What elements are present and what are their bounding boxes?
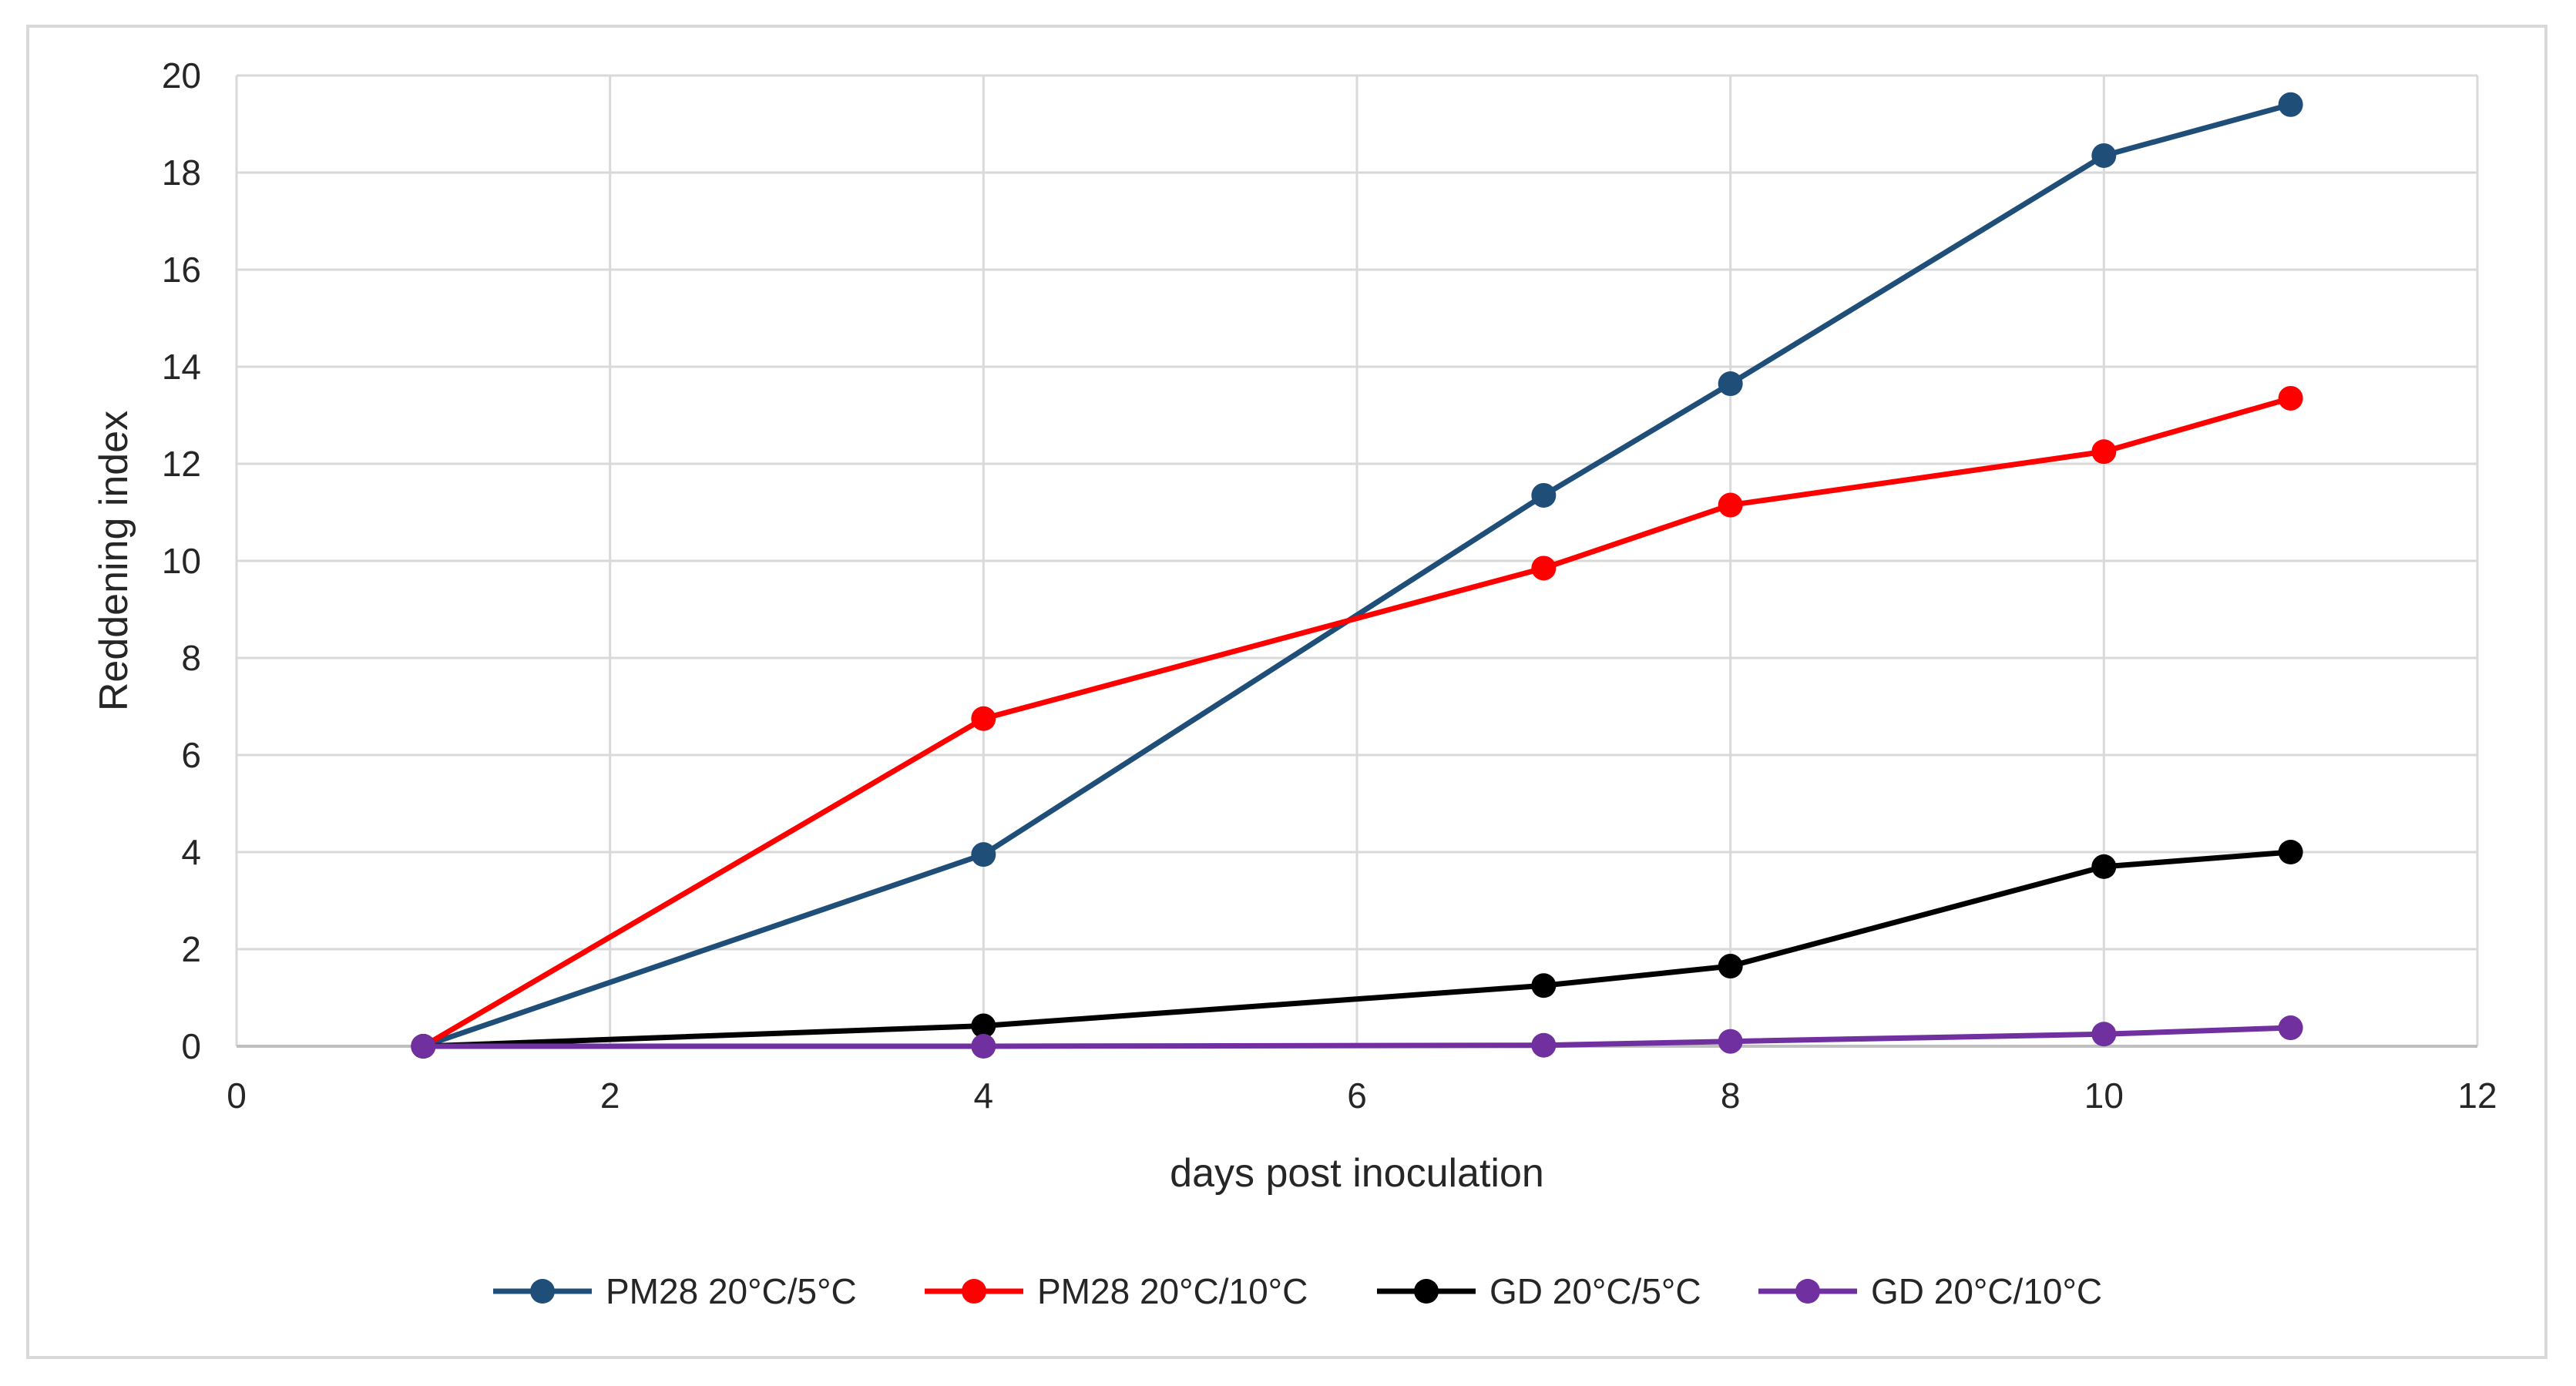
y-tick-label: 12	[162, 444, 201, 484]
x-tick-label: 10	[2084, 1076, 2124, 1116]
legend-label: GD 20°C/5°C	[1490, 1271, 1701, 1311]
legend-label: GD 20°C/10°C	[1871, 1271, 2102, 1311]
y-axis-title: Reddening index	[92, 411, 136, 711]
legend-swatch-marker	[1414, 1279, 1439, 1304]
y-tick-label: 0	[181, 1026, 201, 1066]
data-point	[1531, 555, 1557, 581]
y-tick-label: 6	[181, 735, 201, 775]
tick-labels: 0 2 4 6 8 10 12 14 16 18 20 0 2 4 6 8 10 12	[162, 55, 2497, 1116]
series-group	[411, 92, 2303, 1059]
legend-swatch-marker	[1795, 1279, 1820, 1304]
data-point	[971, 842, 996, 868]
x-tick-label: 8	[1721, 1076, 1741, 1116]
x-axis-title: days post inoculation	[1170, 1151, 1544, 1196]
y-tick-label: 18	[162, 153, 201, 193]
legend-item: PM28 20°C/5°C	[493, 1271, 857, 1311]
data-point	[2091, 854, 2117, 879]
series-line	[420, 1025, 2294, 1049]
series-line	[420, 849, 2294, 1049]
legend-item: PM28 20°C/10°C	[925, 1271, 1308, 1311]
legend-swatch-marker	[962, 1279, 986, 1304]
y-tick-label: 4	[181, 832, 201, 872]
x-tick-label: 12	[2457, 1076, 2497, 1116]
legend-label: PM28 20°C/10°C	[1037, 1271, 1308, 1311]
gridlines	[235, 74, 2479, 1046]
y-tick-label: 8	[181, 638, 201, 678]
data-point	[2278, 840, 2303, 864]
x-tick-label: 4	[974, 1076, 994, 1116]
data-point	[1531, 1032, 1557, 1058]
data-point	[2278, 385, 2303, 411]
data-point	[1531, 973, 1557, 998]
data-point	[2091, 439, 2117, 465]
y-tick-label: 16	[162, 250, 201, 290]
legend-label: PM28 20°C/5°C	[606, 1271, 857, 1311]
data-point	[971, 1034, 996, 1059]
data-point	[1718, 954, 1743, 979]
legend-item: GD 20°C/5°C	[1377, 1271, 1701, 1311]
data-point	[2091, 143, 2117, 168]
y-tick-label: 10	[162, 541, 201, 581]
data-point	[971, 1013, 996, 1039]
series-4	[411, 1015, 2303, 1059]
legend-item: GD 20°C/10°C	[1758, 1271, 2102, 1311]
y-tick-label: 14	[162, 347, 201, 387]
x-tick-label: 0	[227, 1076, 247, 1116]
x-tick-label: 6	[1347, 1076, 1367, 1116]
legend-swatch-marker	[530, 1279, 555, 1304]
chart-frame	[26, 25, 2547, 1359]
series-line	[420, 102, 2294, 1049]
data-point	[2278, 1015, 2303, 1041]
legend: PM28 20°C/5°C PM28 20°C/10°C GD 20°C/5°C GD…	[493, 1271, 2102, 1311]
data-point	[1718, 1029, 1743, 1054]
data-point	[1531, 482, 1557, 508]
data-point	[971, 706, 996, 731]
data-point	[2278, 92, 2303, 117]
data-point	[411, 1034, 436, 1059]
data-point	[1718, 371, 1743, 397]
series-2	[411, 385, 2303, 1059]
y-tick-label: 20	[162, 55, 201, 96]
x-tick-label: 2	[600, 1076, 620, 1116]
data-point	[1718, 492, 1743, 518]
series-line	[420, 395, 2294, 1049]
data-point	[2091, 1022, 2117, 1047]
y-tick-label: 2	[181, 929, 201, 969]
